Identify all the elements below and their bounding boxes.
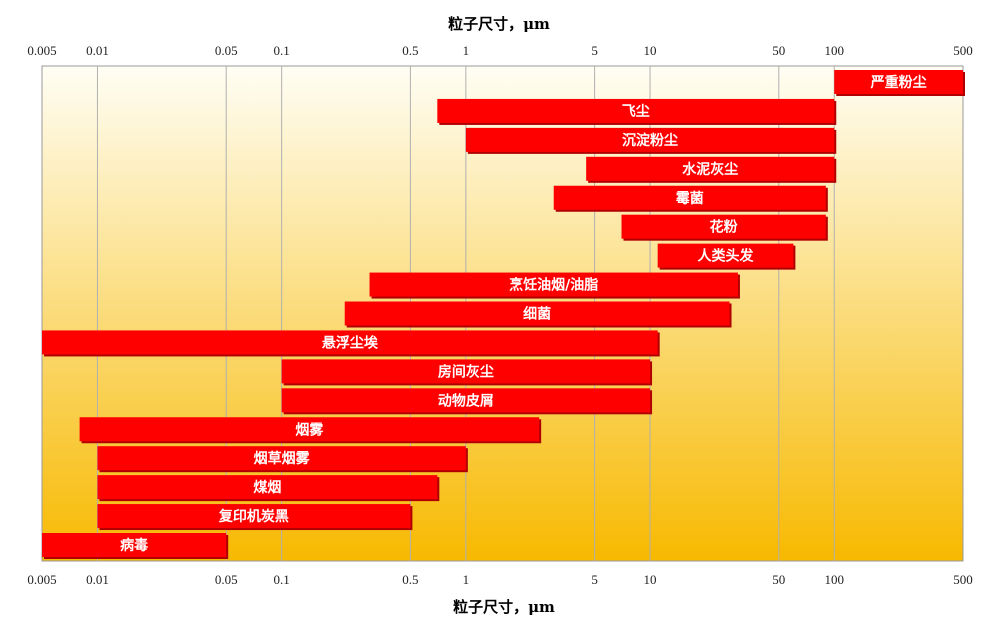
top-tick-label: 50 (772, 43, 785, 58)
bar: 水泥灰尘 (586, 156, 837, 183)
bottom-tick-label: 0.005 (27, 572, 56, 587)
top-tick-label: 0.1 (274, 43, 290, 58)
top-tick-label: 500 (953, 43, 973, 58)
bar-rect (79, 417, 540, 442)
bar-label: 房间灰尘 (438, 363, 494, 380)
bar-rect (281, 388, 651, 413)
bar: 动物皮屑 (281, 388, 653, 415)
bar-rect (657, 243, 794, 268)
bar: 细菌 (344, 301, 732, 328)
top-tick-label: 0.05 (215, 43, 238, 58)
top-tick-label: 0.01 (86, 43, 109, 58)
bar-label: 严重粉尘 (870, 74, 927, 91)
bar-label: 煤烟 (253, 479, 281, 496)
bar-rect (621, 214, 826, 239)
bottom-tick-label: 50 (772, 572, 785, 587)
bottom-tick-label: 100 (824, 572, 844, 587)
bottom-tick-labels: 0.005 0.01 0.05 0.1 0.5 1 5 10 50 100 500 (27, 572, 972, 587)
bar-rect (369, 272, 738, 297)
bottom-tick-label: 10 (644, 572, 657, 587)
bar-label: 霉菌 (676, 190, 704, 207)
bar: 房间灰尘 (281, 359, 653, 386)
bar: 烟草烟雾 (97, 446, 468, 473)
bar: 煤烟 (97, 475, 440, 502)
bar: 病毒 (42, 533, 229, 559)
top-tick-label: 0.5 (402, 43, 418, 58)
bar-rect (465, 127, 835, 152)
bar-rect (586, 156, 835, 181)
bar-label: 飞尘 (622, 104, 650, 120)
bar: 严重粉尘 (834, 70, 965, 96)
bar-label: 烟雾 (295, 421, 324, 438)
top-tick-label: 5 (591, 43, 598, 58)
bar-label: 细菌 (523, 306, 551, 323)
bar-label: 沉淀粉尘 (622, 132, 678, 149)
bottom-tick-label: 0.05 (215, 572, 238, 587)
bar-label: 复印机炭黑 (218, 508, 289, 525)
bottom-tick-label: 0.5 (402, 572, 418, 587)
top-tick-labels: 0.005 0.01 0.05 0.1 0.5 1 5 10 50 100 500 (27, 43, 972, 58)
bar-rect (97, 475, 438, 500)
bar-label: 悬浮尘埃 (321, 334, 379, 351)
bar: 飞尘 (437, 98, 837, 125)
bar: 烹饪油烟/油脂 (369, 272, 740, 299)
bar-label: 病毒 (120, 537, 148, 554)
bottom-tick-label: 1 (463, 572, 470, 587)
bottom-tick-label: 500 (953, 572, 973, 587)
bar-label: 人类头发 (698, 248, 755, 265)
bar-rect (553, 185, 826, 210)
bar-rect (834, 70, 963, 94)
bar: 人类头发 (657, 243, 796, 270)
bar-label: 花粉 (710, 219, 738, 236)
top-tick-label: 0.005 (27, 43, 56, 58)
bar: 烟雾 (79, 417, 542, 444)
bar-label: 烟草烟雾 (254, 450, 311, 467)
bar-rect (344, 301, 730, 326)
bar: 复印机炭黑 (97, 504, 413, 531)
bar: 沉淀粉尘 (465, 127, 837, 154)
bar: 霉菌 (553, 185, 828, 212)
top-tick-label: 100 (824, 43, 844, 58)
bar-label: 动物皮屑 (438, 392, 494, 409)
bar: 花粉 (621, 214, 828, 241)
bar-label: 烹饪油烟/油脂 (509, 277, 598, 294)
top-axis-title: 粒子尺寸，μm (448, 15, 550, 33)
bar-rect (437, 98, 835, 123)
top-tick-label: 10 (644, 43, 657, 58)
bottom-tick-label: 5 (591, 572, 598, 587)
bar-rect (281, 359, 651, 384)
bars: 严重粉尘飞尘沉淀粉尘水泥灰尘霉菌花粉人类头发烹饪油烟/油脂细菌悬浮尘埃房间灰尘动… (42, 70, 965, 559)
bar-label: 水泥灰尘 (682, 161, 738, 178)
bottom-tick-label: 0.1 (274, 572, 290, 587)
bar: 悬浮尘埃 (42, 330, 660, 357)
bottom-tick-label: 0.01 (86, 572, 109, 587)
bar-rect (42, 330, 658, 355)
bar-rect (97, 446, 466, 471)
top-tick-label: 1 (463, 43, 470, 58)
bottom-axis-title: 粒子尺寸，μm (453, 598, 555, 616)
bar-rect (97, 504, 411, 529)
bar-rect (42, 533, 227, 557)
